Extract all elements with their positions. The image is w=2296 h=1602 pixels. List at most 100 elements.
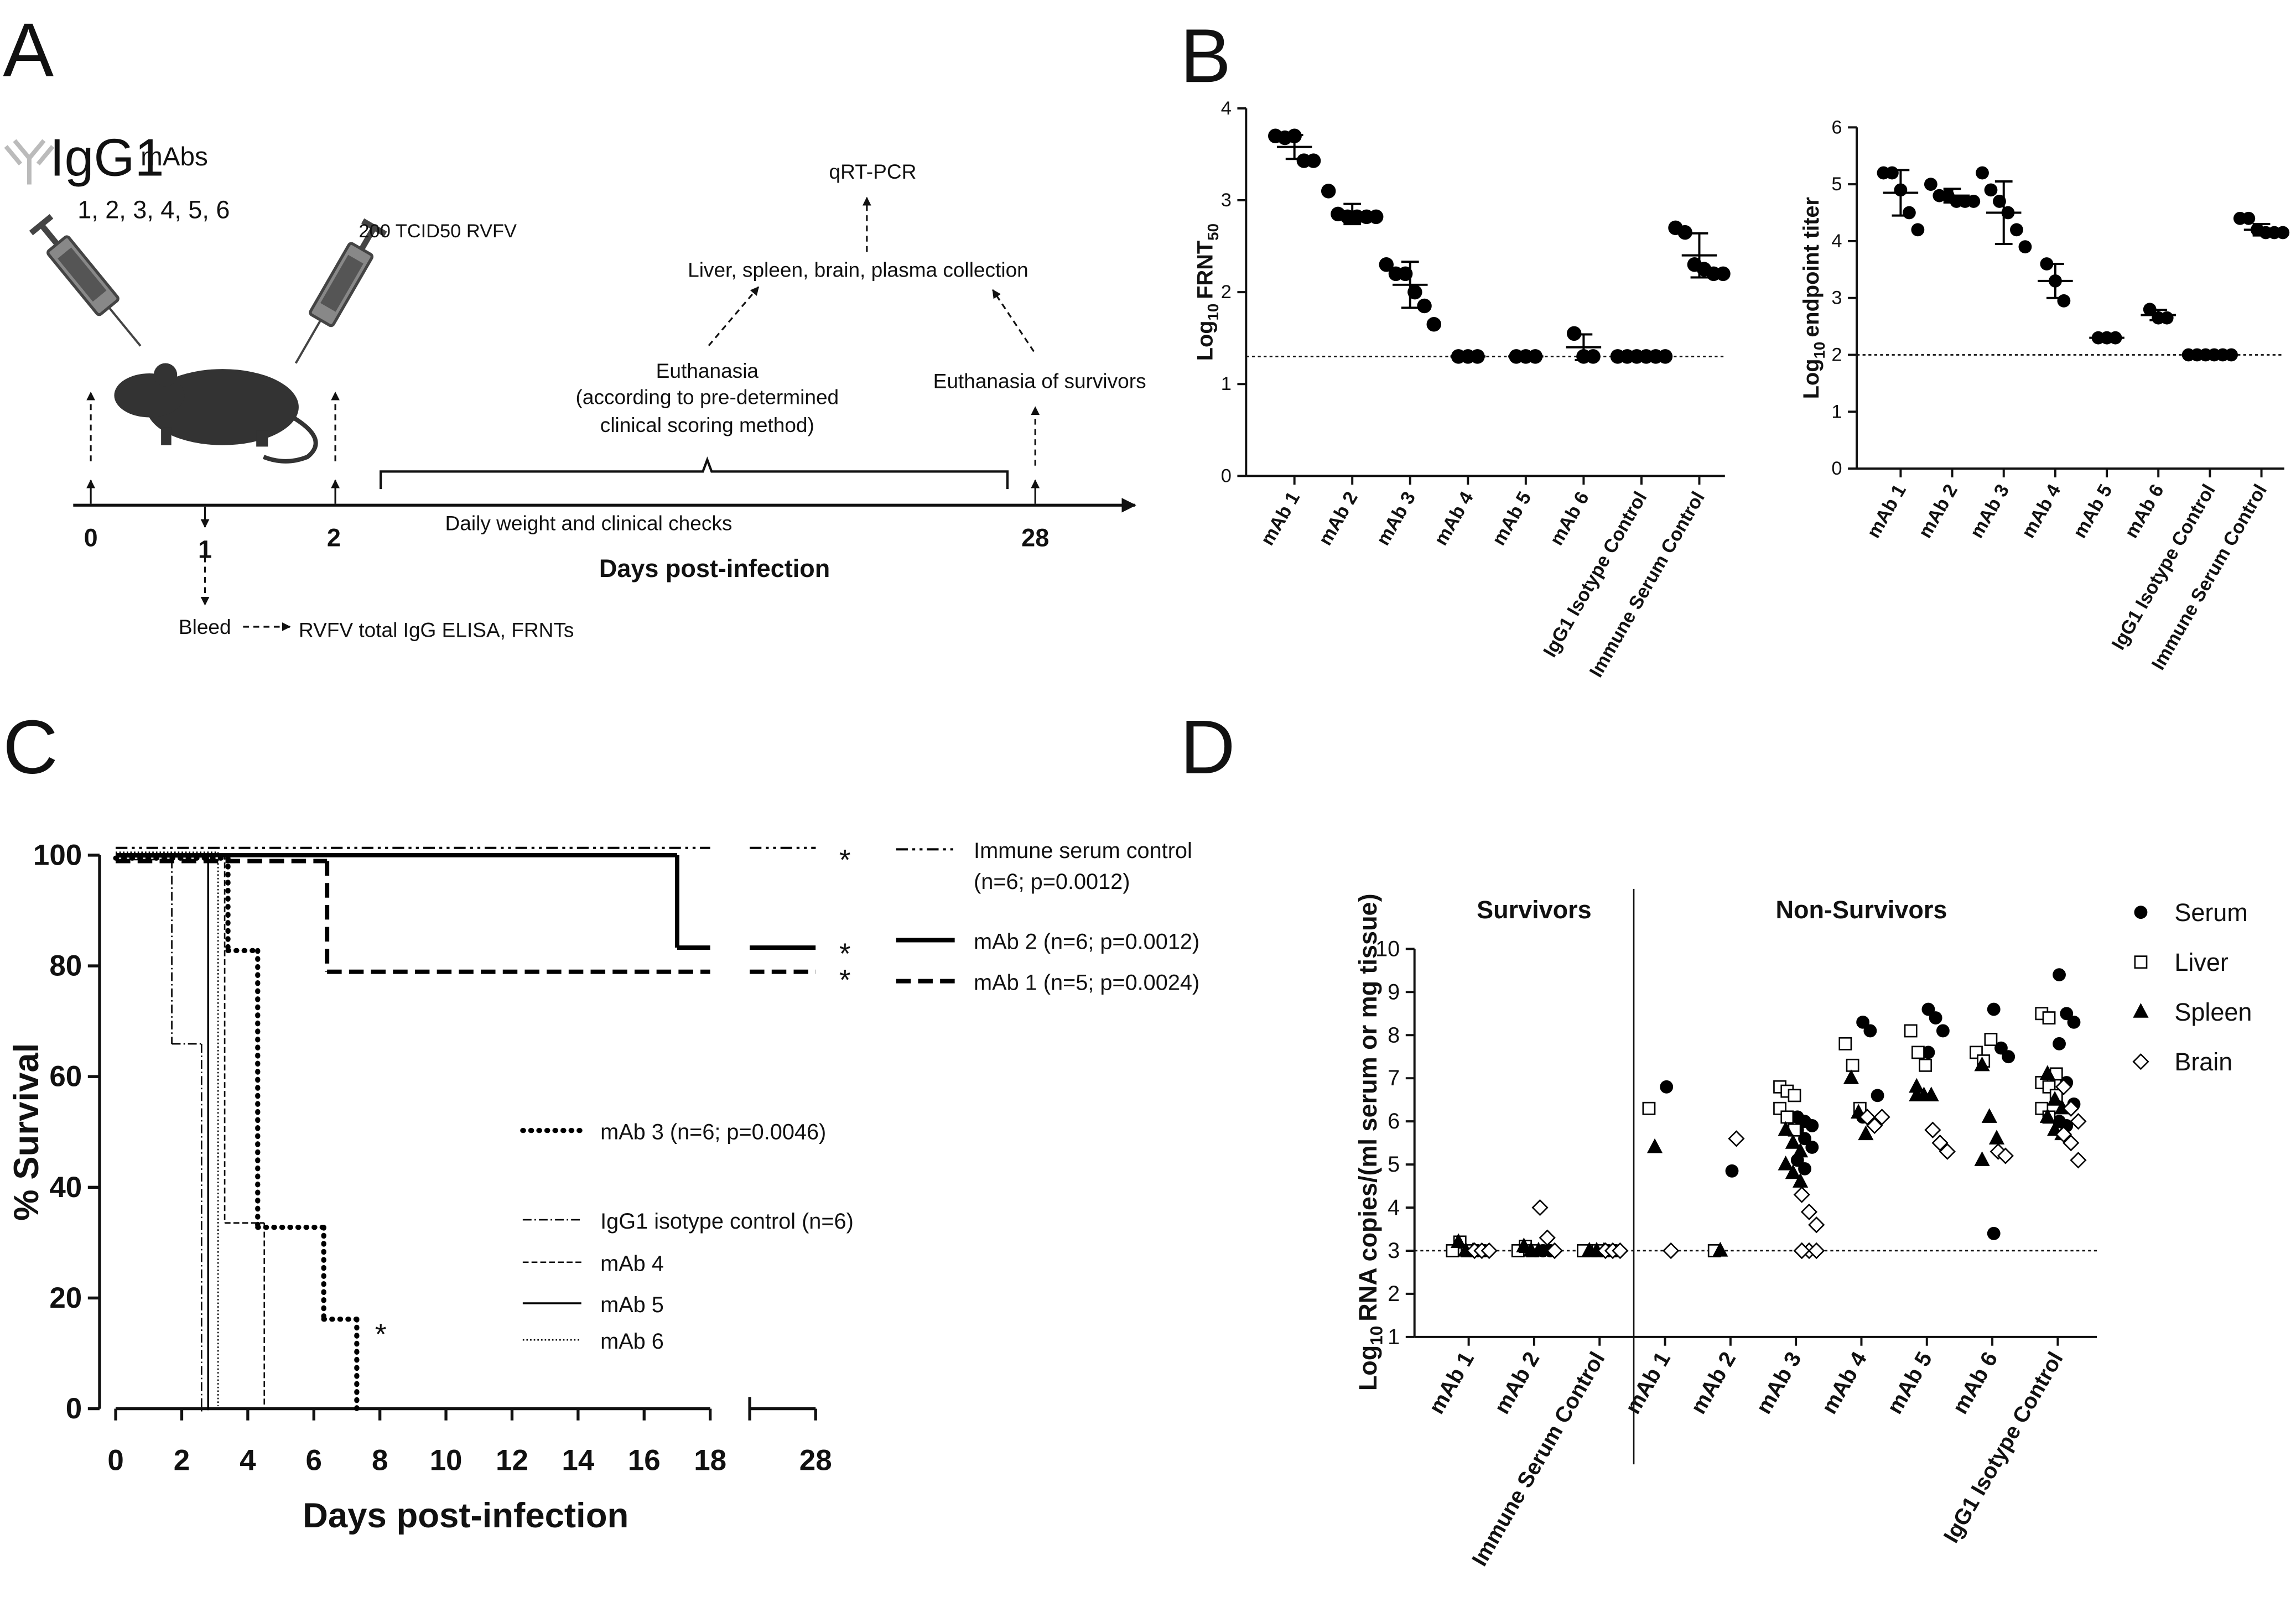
y-axis-label: Log10 RNA copies/(ml serum or mg tissue) xyxy=(1354,893,1386,1391)
y-axis-label: % Survival xyxy=(7,1043,46,1221)
data-point xyxy=(1994,1041,2008,1055)
data-point xyxy=(1450,1233,1467,1248)
data-point xyxy=(1931,1135,1949,1152)
day-label: 2 xyxy=(327,523,341,552)
data-point xyxy=(1728,1130,1745,1147)
data-point xyxy=(2225,348,2238,362)
bleed-label: Bleed xyxy=(179,615,231,638)
collection-label: Liver, spleen, brain, plasma collection xyxy=(688,258,1028,281)
y-tick-label: 40 xyxy=(49,1171,82,1204)
syringe-needle xyxy=(294,319,322,364)
data-point xyxy=(2046,1091,2063,1106)
day-label: 0 xyxy=(84,523,98,552)
data-point xyxy=(1321,184,1336,199)
y-axis-label: Log10 FRNT50 xyxy=(1193,223,1222,361)
x-tick-label: 12 xyxy=(496,1444,528,1477)
data-point xyxy=(1792,1173,1809,1188)
mouse-leg xyxy=(161,427,172,445)
data-point xyxy=(1426,317,1441,332)
data-point xyxy=(1866,1117,1883,1135)
antibody-list: 1, 2, 3, 4, 5, 6 xyxy=(77,195,230,223)
data-point xyxy=(1871,1089,1884,1102)
data-point xyxy=(1911,1046,1925,1059)
brace xyxy=(380,456,1009,490)
data-point xyxy=(1725,1164,1739,1178)
data-point xyxy=(1539,1229,1556,1246)
legend-label: mAb 1 (n=5; p=0.0024) xyxy=(974,970,1199,995)
data-point xyxy=(1417,298,1432,314)
mouse-tail xyxy=(262,415,318,464)
data-point xyxy=(1981,1108,1997,1123)
label-part: 10 xyxy=(1811,342,1828,359)
y-tick-label: 80 xyxy=(49,950,82,982)
legend-marker xyxy=(2134,906,2148,919)
data-point xyxy=(2053,968,2066,982)
data-point xyxy=(1924,178,1937,191)
data-point xyxy=(2063,1100,2080,1117)
label-part: Log xyxy=(1193,321,1217,361)
data-point xyxy=(1909,1086,1925,1101)
label-part: Log xyxy=(1354,1345,1382,1391)
data-point xyxy=(1974,1056,1990,1072)
label-part: 10 xyxy=(1366,1326,1386,1345)
data-point xyxy=(1780,1110,1794,1124)
y-tick-label: 2 xyxy=(1221,282,1232,303)
assay-label: qRT-PCR xyxy=(829,160,917,183)
data-point xyxy=(1379,257,1394,272)
dashed-arrow xyxy=(708,286,760,346)
data-point xyxy=(2070,1113,2087,1130)
diagram-subtitle: mAbs xyxy=(141,142,208,171)
legend-label: mAb 4 xyxy=(600,1252,664,1276)
legend-label: Spleen xyxy=(2174,998,2252,1026)
y-tick-label: 0 xyxy=(66,1392,82,1425)
data-point xyxy=(2276,226,2290,240)
group-heading: Non-Survivors xyxy=(1776,896,1947,924)
y-tick-label: 3 xyxy=(1221,190,1232,211)
panel-label: D xyxy=(1180,705,1235,790)
x-tick-label: 0 xyxy=(107,1444,123,1477)
y-tick-label: 2 xyxy=(1831,344,1842,365)
bleed-assays: RVFV total IgG ELISA, FRNTs xyxy=(299,618,574,642)
mouse-body xyxy=(146,369,299,445)
legend-label: IgG1 isotype control (n=6) xyxy=(600,1209,854,1234)
x-tick-label: 2 xyxy=(174,1444,190,1477)
legend-label: Liver xyxy=(2174,948,2229,976)
data-point xyxy=(1646,1138,1663,1153)
y-tick-label: 5 xyxy=(1388,1152,1400,1177)
legend-label: mAb 5 xyxy=(600,1293,664,1317)
label-part: FRNT xyxy=(1193,241,1217,299)
data-point xyxy=(1856,1015,1870,1029)
syringe-fluid xyxy=(320,254,363,312)
x-tick-label: 16 xyxy=(628,1444,661,1477)
y-tick-label: 1 xyxy=(1831,401,1842,422)
data-point xyxy=(1919,1058,1933,1072)
y-tick-label: 100 xyxy=(33,839,82,871)
syringe-plunger xyxy=(361,218,387,237)
data-point xyxy=(1306,153,1321,168)
data-point xyxy=(1967,195,1981,208)
y-tick-label: 9 xyxy=(1388,980,1400,1004)
data-point xyxy=(1586,349,1601,364)
syringe xyxy=(294,218,387,364)
data-point xyxy=(1566,326,1582,341)
data-point xyxy=(1663,1242,1680,1260)
syringe-fluid xyxy=(58,247,107,302)
syringe xyxy=(29,214,142,347)
data-point xyxy=(1612,1242,1629,1260)
label-part: 10 xyxy=(1204,304,1222,321)
data-point xyxy=(1798,1162,1811,1176)
data-point xyxy=(2039,1065,2055,1080)
data-point xyxy=(1531,1199,1549,1216)
antibody-icon xyxy=(4,139,55,185)
y-tick-label: 7 xyxy=(1388,1066,1400,1090)
data-point xyxy=(1838,1037,1852,1050)
data-point xyxy=(1984,183,1998,197)
data-point xyxy=(1642,1101,1656,1115)
data-point xyxy=(2055,1126,2072,1143)
mouse-ear xyxy=(153,363,178,387)
data-point xyxy=(2063,1135,2080,1152)
data-point xyxy=(1712,1241,1728,1257)
data-point xyxy=(1911,223,1925,237)
x-tick-label: 18 xyxy=(694,1444,726,1477)
